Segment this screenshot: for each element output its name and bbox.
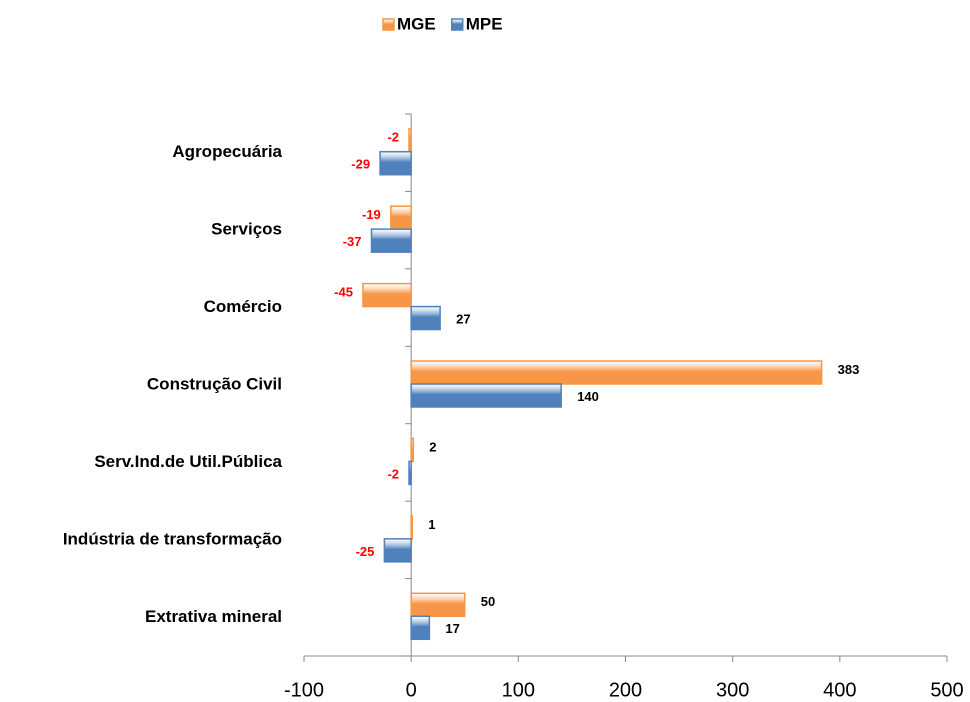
value-label: 2 [429,439,436,454]
x-tick-label: 400 [823,679,856,701]
legend-label: MPE [466,14,503,33]
value-label: -37 [343,234,362,249]
x-tick-label: 0 [406,679,417,701]
value-label: -19 [362,207,381,222]
bar [410,515,413,540]
category-label: Agropecuária [172,142,282,161]
bar [379,150,412,176]
value-label: 50 [481,594,495,609]
category-label: Serv.Ind.de Util.Pública [94,452,282,471]
category-label: Extrativa mineral [145,607,282,626]
bar [410,305,441,331]
bar [370,228,412,253]
x-tick-label: -100 [284,679,324,701]
category-label: Serviços [211,220,282,239]
bar [410,360,823,385]
value-label: -2 [387,130,399,145]
bar [410,383,562,408]
value-label: 140 [577,389,599,404]
value-label: -45 [334,285,353,300]
value-label: 17 [445,621,459,636]
x-tick-label: 100 [502,679,535,701]
legend-label: MGE [397,14,436,33]
bar [383,538,412,563]
value-label: 27 [456,312,470,327]
legend-swatch [382,18,395,31]
value-label: 1 [428,517,435,532]
bar [410,615,431,641]
x-tick-label: 200 [609,679,642,701]
value-label: -25 [356,544,375,559]
category-label: Construção Civil [147,374,282,393]
bar [390,205,412,230]
category-label: Comércio [204,297,282,316]
bar [408,460,412,486]
value-label: -2 [387,466,399,481]
bar [408,127,412,153]
value-label: 383 [838,362,860,377]
value-label: -29 [351,157,370,172]
x-tick-label: 500 [930,679,963,701]
bar [410,437,415,463]
category-label: Indústria de transformação [63,529,282,548]
legend-swatch [450,18,464,31]
bar [410,592,466,618]
x-tick-label: 300 [716,679,749,701]
bar [362,282,412,308]
